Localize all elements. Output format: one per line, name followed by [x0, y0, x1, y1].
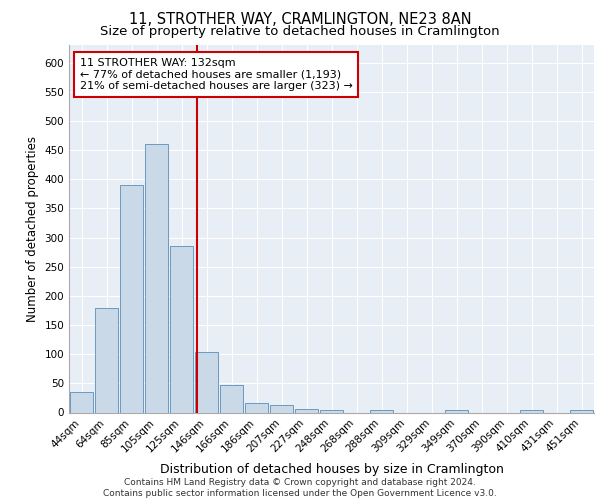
- X-axis label: Distribution of detached houses by size in Cramlington: Distribution of detached houses by size …: [160, 462, 503, 475]
- Bar: [520, 410, 543, 412]
- Bar: [95, 308, 118, 412]
- Bar: [245, 402, 268, 412]
- Text: 11 STROTHER WAY: 132sqm
← 77% of detached houses are smaller (1,193)
21% of semi: 11 STROTHER WAY: 132sqm ← 77% of detache…: [79, 58, 352, 91]
- Bar: [170, 246, 193, 412]
- Bar: [570, 410, 593, 412]
- Bar: [195, 352, 218, 412]
- Text: Size of property relative to detached houses in Cramlington: Size of property relative to detached ho…: [100, 25, 500, 38]
- Bar: [145, 144, 168, 412]
- Text: 11, STROTHER WAY, CRAMLINGTON, NE23 8AN: 11, STROTHER WAY, CRAMLINGTON, NE23 8AN: [128, 12, 472, 28]
- Bar: [295, 409, 318, 412]
- Bar: [320, 410, 343, 412]
- Bar: [220, 384, 243, 412]
- Bar: [120, 185, 143, 412]
- Text: Contains HM Land Registry data © Crown copyright and database right 2024.
Contai: Contains HM Land Registry data © Crown c…: [103, 478, 497, 498]
- Bar: [270, 405, 293, 412]
- Bar: [445, 410, 468, 412]
- Bar: [370, 410, 393, 412]
- Bar: [70, 392, 93, 412]
- Y-axis label: Number of detached properties: Number of detached properties: [26, 136, 39, 322]
